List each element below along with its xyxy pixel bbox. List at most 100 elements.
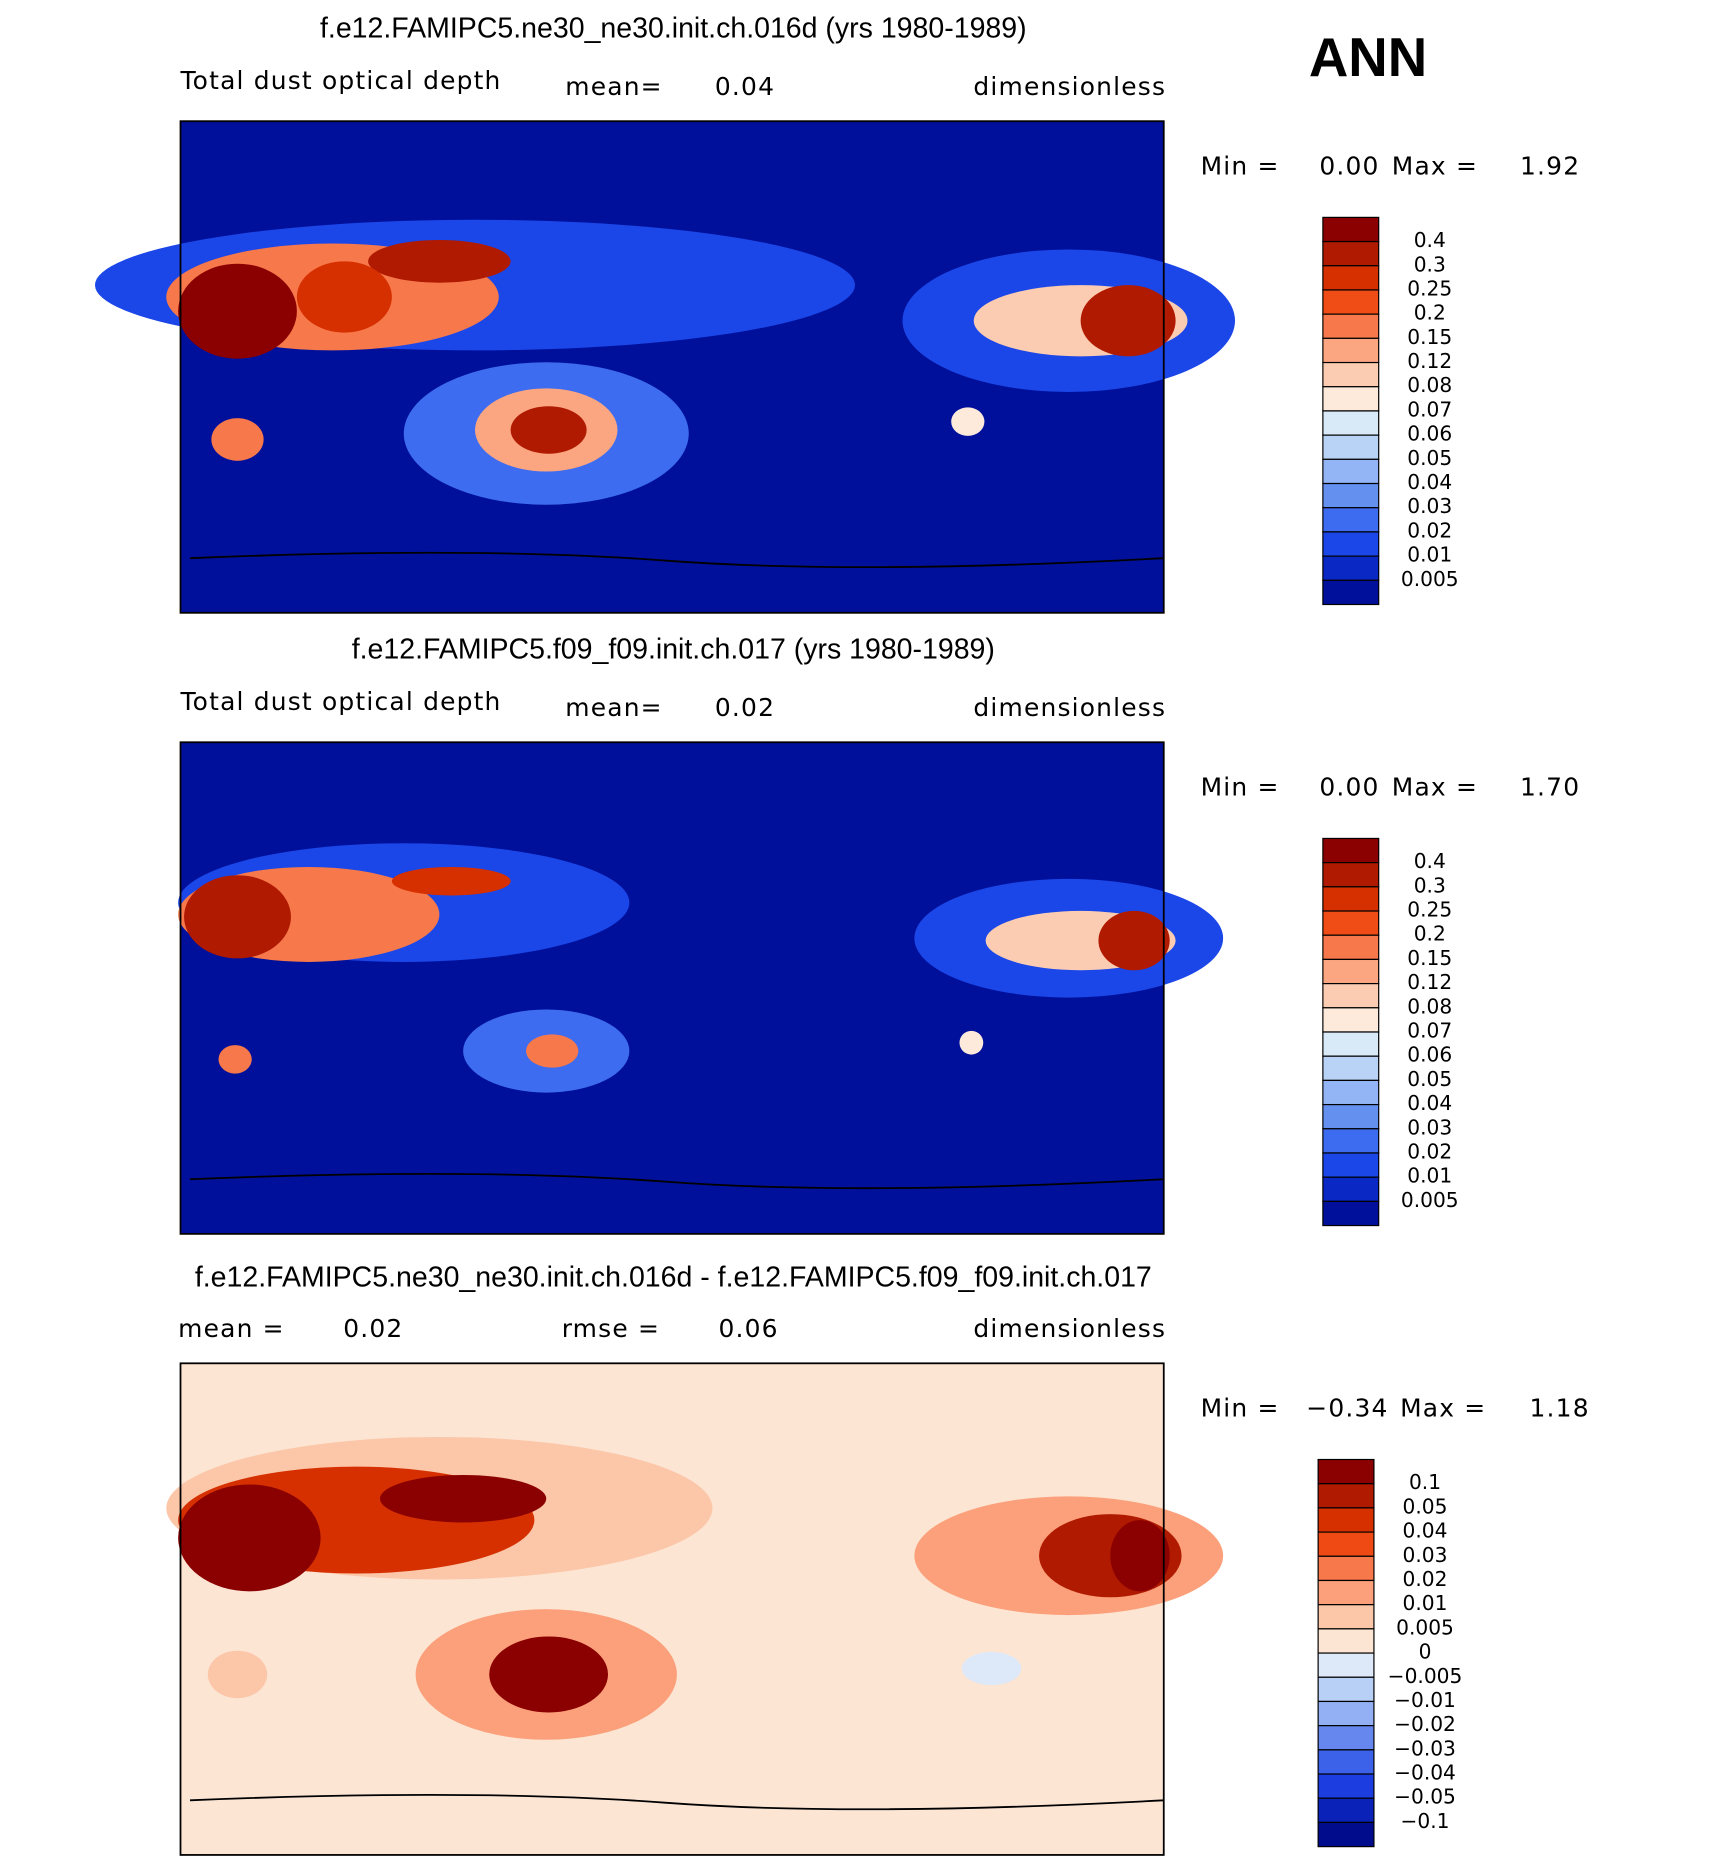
colorbar-box bbox=[1322, 361, 1380, 388]
panel-title: f.e12.FAMIPC5.ne30_ne30.init.ch.016d - f… bbox=[195, 1262, 1152, 1294]
colorbar-label: 0.2 bbox=[1414, 301, 1446, 325]
colorbar-label: 0.15 bbox=[1407, 325, 1452, 349]
colorbar-label: 0.005 bbox=[1396, 1615, 1454, 1639]
colorbar-box bbox=[1317, 1507, 1375, 1533]
colorbar-box bbox=[1322, 862, 1380, 888]
range-text: 0.00 bbox=[1319, 773, 1379, 802]
colorbar-label: −0.04 bbox=[1394, 1761, 1456, 1785]
colorbar-label: 0.1 bbox=[1409, 1470, 1441, 1494]
colorbar-box bbox=[1322, 386, 1380, 412]
colorbar-label: 0.01 bbox=[1407, 1164, 1452, 1188]
colorbar-label: 0.12 bbox=[1407, 970, 1452, 994]
colorbar-box bbox=[1322, 910, 1380, 936]
colorbar-label: 0.2 bbox=[1414, 922, 1446, 946]
colorbar-box bbox=[1322, 265, 1380, 291]
colorbar-label: 0.07 bbox=[1407, 397, 1452, 421]
colorbar-box bbox=[1317, 1458, 1375, 1485]
variable: Total dust optical depth bbox=[180, 66, 502, 95]
rmse-label: rmse = bbox=[562, 1314, 660, 1343]
range-text: Min = bbox=[1201, 152, 1280, 181]
colorbar-box bbox=[1322, 240, 1380, 267]
colorbar-box bbox=[1322, 934, 1380, 961]
map bbox=[95, 120, 1235, 614]
colorbar-label: 0.02 bbox=[1407, 518, 1452, 542]
rmse-value: 0.06 bbox=[718, 1314, 778, 1343]
range-text: 0.00 bbox=[1319, 152, 1379, 181]
colorbar-label: 0.12 bbox=[1407, 349, 1452, 373]
panel-title: f.e12.FAMIPC5.ne30_ne30.init.ch.016d (yr… bbox=[320, 12, 1027, 44]
colorbar-label: 0.01 bbox=[1407, 543, 1452, 567]
colorbar-label: 0.07 bbox=[1407, 1019, 1452, 1043]
colorbar-box bbox=[1322, 1007, 1380, 1033]
colorbar-box bbox=[1317, 1652, 1375, 1678]
colorbar-box bbox=[1317, 1676, 1375, 1703]
mean-value: 0.02 bbox=[715, 693, 775, 722]
range-text: Max = bbox=[1400, 1394, 1486, 1423]
colorbar-label: 0.25 bbox=[1407, 276, 1452, 300]
units: dimensionless bbox=[973, 72, 1166, 101]
colorbar-box bbox=[1317, 1749, 1375, 1775]
range-text: 1.18 bbox=[1530, 1394, 1590, 1423]
colorbar-box bbox=[1317, 1628, 1375, 1654]
colorbar-box bbox=[1322, 1200, 1380, 1227]
colorbar-label: 0.25 bbox=[1407, 898, 1452, 922]
colorbar-label: 0 bbox=[1419, 1640, 1432, 1664]
colorbar-box bbox=[1317, 1579, 1375, 1606]
colorbar-label: 0.04 bbox=[1407, 1091, 1452, 1115]
units: dimensionless bbox=[973, 693, 1166, 722]
colorbar-label: 0.01 bbox=[1403, 1591, 1448, 1615]
colorbar-label: 0.04 bbox=[1403, 1519, 1448, 1543]
colorbar-box bbox=[1322, 410, 1380, 436]
colorbar-box bbox=[1317, 1821, 1375, 1848]
colorbar-label: 0.005 bbox=[1401, 567, 1459, 591]
variable: Total dust optical depth bbox=[180, 687, 502, 716]
colorbar-label: −0.03 bbox=[1394, 1736, 1456, 1760]
colorbar-box bbox=[1322, 434, 1380, 460]
mean-label: mean= bbox=[565, 693, 663, 722]
colorbar-box bbox=[1322, 1152, 1380, 1178]
colorbar-box bbox=[1317, 1531, 1375, 1557]
colorbar-box bbox=[1322, 1031, 1380, 1057]
colorbar-label: 0.06 bbox=[1407, 422, 1452, 446]
colorbar-box bbox=[1322, 1176, 1380, 1202]
colorbar-box bbox=[1322, 579, 1380, 606]
colorbar-box bbox=[1322, 1055, 1380, 1081]
colorbar-box bbox=[1322, 837, 1380, 864]
colorbar-label: 0.005 bbox=[1401, 1188, 1459, 1212]
colorbar-box bbox=[1322, 983, 1380, 1009]
colorbar-box bbox=[1322, 886, 1380, 912]
colorbar-label: 0.08 bbox=[1407, 373, 1452, 397]
colorbar-label: 0.06 bbox=[1407, 1043, 1452, 1067]
colorbar-box bbox=[1322, 313, 1380, 339]
colorbar-box bbox=[1322, 337, 1380, 364]
range-text: Max = bbox=[1392, 152, 1478, 181]
colorbar-label: 0.03 bbox=[1403, 1543, 1448, 1567]
range-text: 1.92 bbox=[1520, 152, 1580, 181]
colorbar-label: −0.1 bbox=[1401, 1809, 1450, 1833]
colorbar-label: 0.4 bbox=[1414, 228, 1446, 252]
colorbar-label: 0.3 bbox=[1414, 252, 1446, 276]
colorbar-label: 0.05 bbox=[1407, 1067, 1452, 1091]
colorbar-box bbox=[1322, 1079, 1380, 1106]
colorbar-label: 0.04 bbox=[1407, 470, 1452, 494]
season-label: ANN bbox=[1309, 27, 1427, 88]
colorbar-label: −0.02 bbox=[1394, 1712, 1456, 1736]
range-text: 1.70 bbox=[1520, 773, 1580, 802]
colorbar-box bbox=[1322, 531, 1380, 557]
colorbar-label: 0.03 bbox=[1407, 494, 1452, 518]
range-text: Min = bbox=[1201, 773, 1280, 802]
map bbox=[166, 1362, 1224, 1856]
colorbar-box bbox=[1317, 1555, 1375, 1582]
colorbar-box bbox=[1317, 1725, 1375, 1751]
colorbar-box bbox=[1317, 1700, 1375, 1727]
colorbar-box bbox=[1322, 555, 1380, 581]
panel-title: f.e12.FAMIPC5.f09_f09.init.ch.017 (yrs 1… bbox=[352, 633, 995, 665]
colorbar-label: −0.005 bbox=[1388, 1664, 1463, 1688]
mean-value: 0.02 bbox=[343, 1314, 403, 1343]
colorbar-label: 0.02 bbox=[1407, 1139, 1452, 1163]
colorbar-box bbox=[1317, 1483, 1375, 1509]
colorbar-box bbox=[1317, 1604, 1375, 1630]
colorbar-label: 0.08 bbox=[1407, 994, 1452, 1018]
range-text: −0.34 bbox=[1306, 1394, 1388, 1423]
